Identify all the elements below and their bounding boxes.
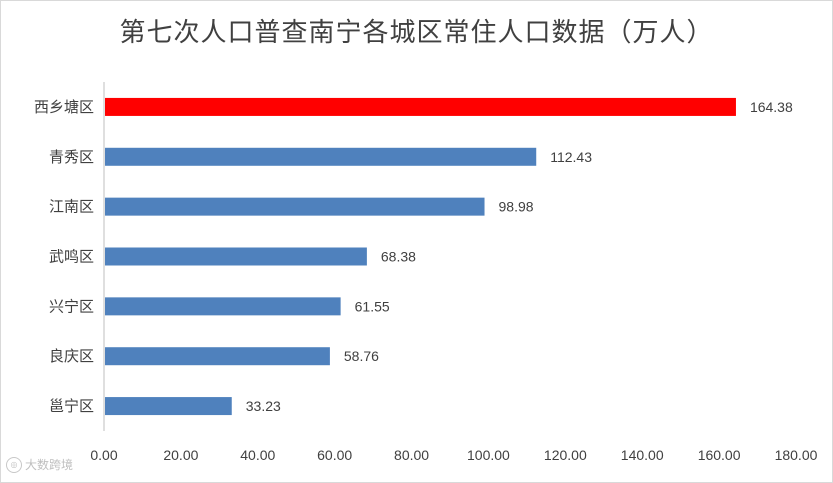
labels-layer: 西乡塘区 164.38 青秀区 112.43 江南区 98.98 武鸣区 68.38 兴宁区 61… xyxy=(34,98,793,415)
value-label: 68.38 xyxy=(381,249,416,265)
x-tick-label: 100.00 xyxy=(467,447,510,463)
bars-layer xyxy=(105,97,736,416)
watermark: ◎ 大数跨境 xyxy=(6,456,73,473)
x-tick-label: 0.00 xyxy=(90,447,117,463)
category-label: 兴宁区 xyxy=(49,297,94,315)
bar-3 xyxy=(105,247,367,266)
x-tick-label: 180.00 xyxy=(775,447,818,463)
bar-0 xyxy=(105,97,736,116)
category-label: 西乡塘区 xyxy=(34,98,94,116)
value-label: 98.98 xyxy=(499,199,534,215)
value-label: 58.76 xyxy=(344,348,379,364)
x-tick-label: 60.00 xyxy=(317,447,352,463)
value-label: 164.38 xyxy=(750,99,793,115)
bar-1 xyxy=(105,147,537,166)
category-label: 青秀区 xyxy=(49,148,94,166)
x-tick-label: 140.00 xyxy=(621,447,664,463)
watermark-logo-icon: ◎ xyxy=(6,456,22,473)
chart-title: 第七次人口普查南宁各城区常住人口数据（万人） xyxy=(119,18,714,48)
x-tick-labels: 0.00 20.00 40.00 60.00 80.00 100.00 120.00 140.… xyxy=(90,447,817,463)
x-tick-label: 160.00 xyxy=(698,447,741,463)
category-label: 邕宁区 xyxy=(49,397,94,415)
category-label: 良庆区 xyxy=(49,347,94,365)
bar-4 xyxy=(105,297,341,316)
value-label: 33.23 xyxy=(246,398,281,414)
bar-6 xyxy=(105,397,232,416)
value-label: 112.43 xyxy=(550,149,592,165)
x-tick-label: 80.00 xyxy=(394,447,429,463)
x-tick-label: 20.00 xyxy=(163,447,198,463)
bar-2 xyxy=(105,197,485,216)
bar-5 xyxy=(105,347,330,366)
watermark-text: 大数跨境 xyxy=(25,458,74,472)
category-label: 江南区 xyxy=(49,198,94,216)
x-tick-label: 120.00 xyxy=(544,447,587,463)
x-tick-label: 40.00 xyxy=(240,447,275,463)
category-label: 武鸣区 xyxy=(49,248,94,266)
value-label: 61.55 xyxy=(355,298,390,314)
